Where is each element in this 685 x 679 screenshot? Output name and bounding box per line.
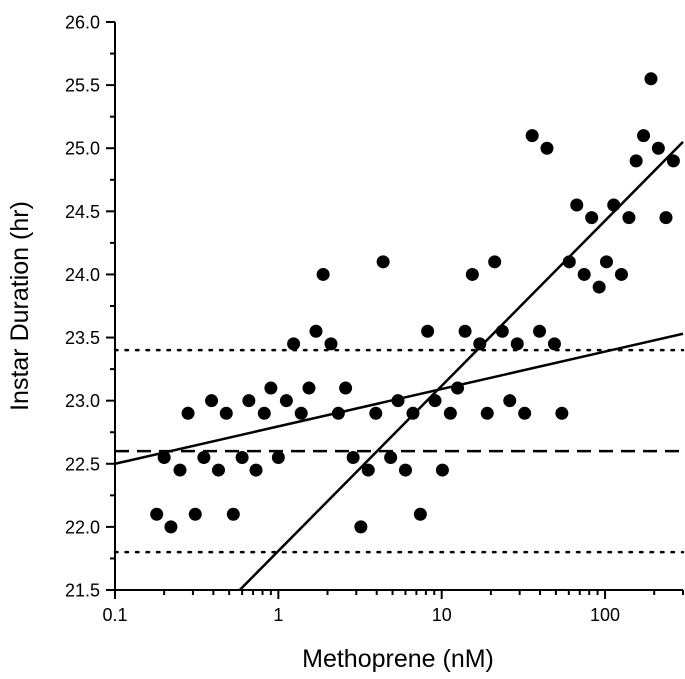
data-point [264, 381, 278, 395]
data-point [443, 406, 457, 420]
fit-line-1 [238, 141, 684, 591]
data-point [480, 406, 494, 420]
data-point [369, 406, 383, 420]
data-point [607, 198, 621, 212]
data-points [150, 72, 680, 534]
data-point [346, 450, 360, 464]
data-point [150, 507, 164, 521]
data-point [428, 394, 442, 408]
data-point [219, 406, 233, 420]
x-tick-label: 0.1 [102, 605, 127, 625]
y-tick-label: 24.5 [65, 202, 100, 222]
y-tick-label: 25.0 [65, 139, 100, 159]
data-point [235, 450, 249, 464]
data-point [644, 72, 658, 86]
x-tick-label: 10 [432, 605, 452, 625]
data-point [287, 337, 301, 351]
y-tick-label: 26.0 [65, 13, 100, 33]
data-point [547, 337, 561, 351]
data-point [257, 406, 271, 420]
x-tick-label: 1 [273, 605, 283, 625]
data-point [592, 280, 606, 294]
data-point [570, 198, 584, 212]
y-tick-label: 21.5 [65, 581, 100, 601]
data-point [376, 255, 390, 269]
data-point [525, 129, 539, 143]
data-point [465, 267, 479, 281]
data-point [384, 450, 398, 464]
data-point [622, 211, 636, 225]
data-point [302, 381, 316, 395]
y-tick-label: 22.5 [65, 454, 100, 474]
data-point [173, 463, 187, 477]
data-point [309, 324, 323, 338]
data-point [181, 406, 195, 420]
data-point [629, 154, 643, 168]
data-point [398, 463, 412, 477]
y-tick-label: 23.5 [65, 328, 100, 348]
data-point [294, 406, 308, 420]
data-point [157, 450, 171, 464]
x-axis-label: Methoprene (nM) [302, 645, 494, 673]
data-point [279, 394, 293, 408]
data-point [555, 406, 569, 420]
data-point [503, 394, 517, 408]
data-point [188, 507, 202, 521]
data-point [495, 324, 509, 338]
y-tick-label: 24.0 [65, 265, 100, 285]
reference-lines [113, 348, 685, 554]
data-point [458, 324, 472, 338]
data-point [339, 381, 353, 395]
y-tick-label: 22.0 [65, 517, 100, 537]
data-point [488, 255, 502, 269]
data-point [316, 267, 330, 281]
data-point [666, 154, 680, 168]
y-axis-label: Instar Duration (hr) [6, 201, 34, 411]
data-point [406, 406, 420, 420]
data-point [197, 450, 211, 464]
data-point [242, 394, 256, 408]
data-point [473, 337, 487, 351]
data-point [211, 463, 225, 477]
data-point [226, 507, 240, 521]
data-point [599, 255, 613, 269]
data-point [421, 324, 435, 338]
fit-lines [114, 141, 684, 591]
data-point [540, 141, 554, 155]
data-point [451, 381, 465, 395]
data-point [354, 520, 368, 534]
axes [114, 22, 683, 591]
data-point [510, 337, 524, 351]
data-point [324, 337, 338, 351]
data-point [577, 267, 591, 281]
data-point [361, 463, 375, 477]
data-point [164, 520, 178, 534]
y-tick-label: 23.0 [65, 391, 100, 411]
data-point [585, 211, 599, 225]
data-point [249, 463, 263, 477]
x-tick-label: 100 [590, 605, 620, 625]
data-point [205, 394, 219, 408]
data-point [614, 267, 628, 281]
data-point [271, 450, 285, 464]
data-point [413, 507, 427, 521]
data-point [391, 394, 405, 408]
data-point [562, 255, 576, 269]
ticks: 21.5 22.0 22.5 23.0 23.5 24.0 24.5 25.0 25.5 26.0… [65, 13, 684, 625]
data-point [533, 324, 547, 338]
data-point [435, 463, 449, 477]
data-point [518, 406, 532, 420]
data-point [651, 141, 665, 155]
data-point [659, 211, 673, 225]
data-point [637, 129, 651, 143]
data-point [331, 406, 345, 420]
y-tick-label: 25.5 [65, 76, 100, 96]
